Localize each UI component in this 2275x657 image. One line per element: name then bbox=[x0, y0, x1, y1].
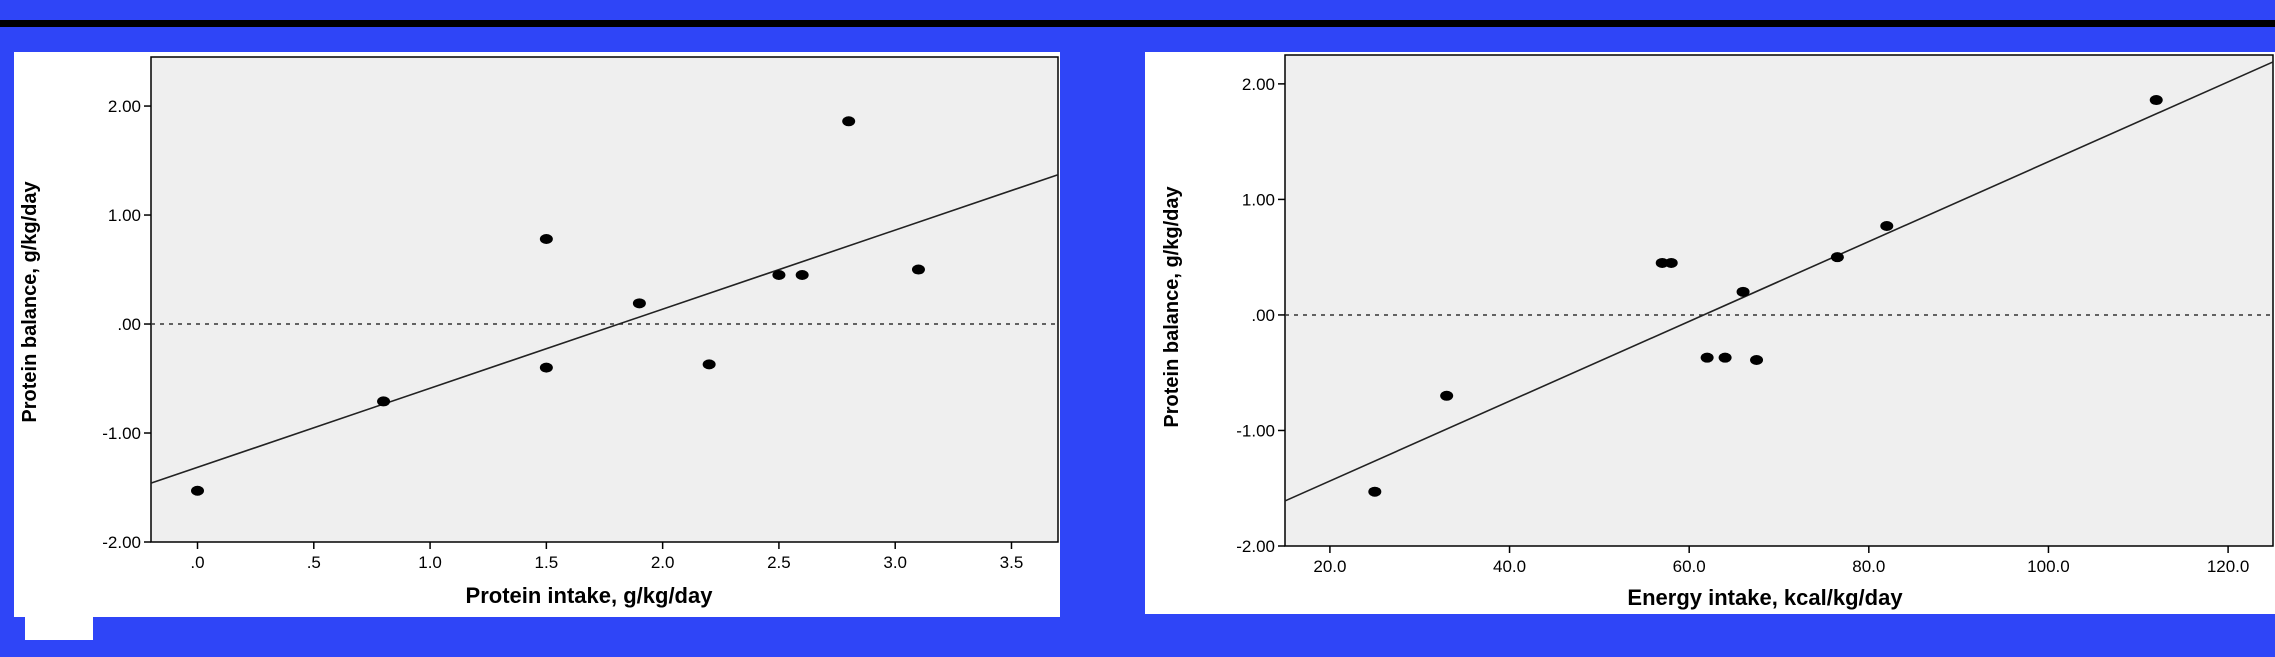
right-y-tick-label: 1.00 bbox=[1242, 190, 1275, 209]
left-x-tick-label: 2.5 bbox=[767, 553, 791, 572]
right-x-tick-label: 20.0 bbox=[1313, 557, 1346, 576]
right-data-point bbox=[1736, 286, 1750, 297]
left-x-tick-label: 1.5 bbox=[535, 553, 559, 572]
left-data-point bbox=[842, 116, 856, 127]
left-data-point bbox=[911, 264, 925, 275]
right-plot-area bbox=[1284, 54, 2274, 547]
left-plot-area bbox=[150, 56, 1059, 543]
left-data-point bbox=[377, 396, 391, 407]
left-x-axis-label: Protein intake, g/kg/day bbox=[466, 583, 714, 608]
right-data-point bbox=[1700, 352, 1714, 363]
top-bar bbox=[0, 0, 2275, 20]
right-x-tick-label: 60.0 bbox=[1673, 557, 1706, 576]
right-data-point bbox=[1880, 220, 1894, 231]
right-data-point bbox=[1655, 257, 1669, 268]
left-regression-line bbox=[150, 173, 1059, 484]
right-x-tick-label: 80.0 bbox=[1852, 557, 1885, 576]
left-y-tick-label: 1.00 bbox=[108, 206, 141, 225]
left-x-tick-label: 2.0 bbox=[651, 553, 675, 572]
right-y-tick-label: .00 bbox=[1251, 306, 1275, 325]
left-scatter-chart: .0 .5 1.0 1.5 2.0 2.5 3.0 3.5 2.00 1.00 .00 -1.00 -… bbox=[19, 56, 1059, 608]
right-scatter-chart: 20.0 40.0 60.0 80.0 100.0 120.0 2.00 1.00 .00 -1… bbox=[1161, 54, 2274, 610]
right-x-tick-label: 40.0 bbox=[1493, 557, 1526, 576]
right-x-tick-label: 100.0 bbox=[2027, 557, 2070, 576]
left-x-tick-label: .0 bbox=[190, 553, 204, 572]
left-data-point bbox=[539, 362, 553, 373]
right-chart-panel: 20.0 40.0 60.0 80.0 100.0 120.0 2.00 1.00 .00 -1… bbox=[1145, 52, 2275, 614]
left-panel-tab bbox=[25, 600, 93, 640]
left-data-point bbox=[539, 234, 553, 245]
right-data-point bbox=[2149, 95, 2163, 106]
left-y-tick-label: .00 bbox=[117, 315, 141, 334]
right-y-axis-label: Protein balance, g/kg/day bbox=[1161, 186, 1183, 428]
right-x-tick-label: 120.0 bbox=[2207, 557, 2250, 576]
left-x-tick-label: 3.0 bbox=[883, 553, 907, 572]
left-y-tick-label: -2.00 bbox=[102, 533, 141, 552]
left-data-point bbox=[632, 298, 646, 309]
top-rule bbox=[0, 20, 2275, 27]
right-y-tick-label: 2.00 bbox=[1242, 75, 1275, 94]
right-y-tick-label: -1.00 bbox=[1236, 421, 1275, 440]
left-data-point bbox=[702, 359, 716, 370]
right-y-tick-label: -2.00 bbox=[1236, 537, 1275, 556]
right-x-axis-label: Energy intake, kcal/kg/day bbox=[1627, 585, 1903, 610]
left-y-axis-label: Protein balance, g/kg/day bbox=[19, 181, 41, 423]
right-data-point bbox=[1750, 354, 1764, 365]
right-data-point bbox=[1830, 252, 1844, 263]
left-data-point bbox=[795, 269, 809, 280]
right-regression-line bbox=[1284, 61, 2274, 502]
left-y-tick-label: -1.00 bbox=[102, 424, 141, 443]
right-data-point bbox=[1718, 352, 1732, 363]
left-x-tick-label: 1.0 bbox=[418, 553, 442, 572]
left-y-tick-label: 2.00 bbox=[108, 97, 141, 116]
left-x-tick-label: .5 bbox=[307, 553, 321, 572]
right-data-point bbox=[1440, 390, 1454, 401]
left-chart-panel: .0 .5 1.0 1.5 2.0 2.5 3.0 3.5 2.00 1.00 .00 -1.00 -… bbox=[14, 52, 1060, 617]
left-data-point bbox=[772, 269, 786, 280]
left-x-tick-label: 3.5 bbox=[1000, 553, 1024, 572]
right-data-point bbox=[1368, 486, 1382, 497]
left-data-point bbox=[191, 485, 205, 496]
right-data-point bbox=[1664, 257, 1678, 268]
